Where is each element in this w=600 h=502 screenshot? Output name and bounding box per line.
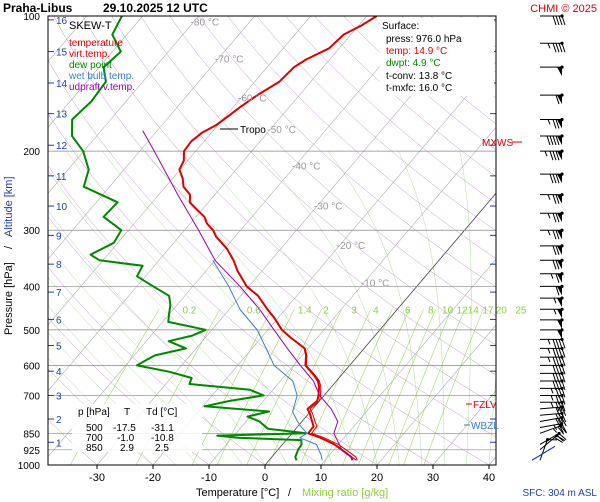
surface-dwpt: dwpt: 4.9 °C xyxy=(386,58,441,69)
wind-barb-tip xyxy=(560,150,563,153)
mixing-ratio-label: 4 xyxy=(373,305,379,316)
altitude-tick-label: 8 xyxy=(56,260,62,271)
mixing-ratio-label: 8 xyxy=(428,305,434,316)
wind-barb-tip xyxy=(560,66,563,69)
wind-barb-tip xyxy=(560,259,563,262)
pressure-tick-label: 300 xyxy=(23,226,40,237)
isotherm-label: -40 °C xyxy=(292,162,320,173)
mixing-ratio-label: 25 xyxy=(515,305,527,316)
altitude-tick-label: 10 xyxy=(56,202,68,213)
legend-title: SKEW-T xyxy=(69,20,112,32)
wind-barb-tip xyxy=(560,212,563,215)
isotherm-label: -50 °C xyxy=(267,125,295,136)
wind-barb-tip xyxy=(560,318,563,321)
altitude-tick-label: 4 xyxy=(56,367,62,378)
altitude-tick-label: 11 xyxy=(56,172,67,183)
surface-height: SFC: 304 m ASL xyxy=(523,488,598,499)
legend-wet-bulb: wet bulb temp. xyxy=(68,71,134,82)
pressure-tick-label: 700 xyxy=(23,391,40,402)
mixing-ratio-label: 2 xyxy=(323,305,329,316)
level-table: p [hPa] T Td [°C] 500 -17.5 -31.1 700 -1… xyxy=(72,404,202,452)
mixing-ratio-label: 20 xyxy=(496,305,508,316)
altitude-tick-label: 7 xyxy=(56,288,62,299)
legend-updraft: udpraft v.temp. xyxy=(69,82,135,93)
datetime: 29.10.2025 12 UTC xyxy=(103,1,208,15)
mixing-ratio-label: 0.2 xyxy=(182,305,196,316)
mixing-ratio-label: 12 xyxy=(457,305,469,316)
table-header-p: p [hPa] xyxy=(78,407,110,418)
title-bar: Praha-Libus 29.10.2025 12 UTC CHMI © 202… xyxy=(0,0,600,16)
altitude-tick-label: 1 xyxy=(56,438,62,449)
table-row-3-t: 2.9 xyxy=(120,443,134,452)
copyright: CHMI © 2025 xyxy=(530,3,597,15)
surface-box: Surface: press: 976.0 hPa temp: 14.9 °C … xyxy=(380,18,494,96)
altitude-tick-label: 2 xyxy=(56,415,62,426)
pressure-tick-label: 500 xyxy=(23,326,40,337)
table-header-td: Td [°C] xyxy=(146,407,177,418)
wind-barb-tip xyxy=(560,193,563,196)
mixing-ratio-label: 3 xyxy=(351,305,357,316)
table-row-3-p: 850 xyxy=(86,443,103,452)
bottom-labels: Temperature [°C] / Mixing ratio [g/kg] S… xyxy=(0,482,600,502)
surface-tconv: t-conv: 13.8 °C xyxy=(386,71,452,82)
pressure-tick-label: 925 xyxy=(23,446,40,457)
legend-temperature: temperature xyxy=(69,38,123,49)
y-axis-title: Pressure [hPa] / Altitude [km] xyxy=(0,120,16,370)
mixing-ratio-label: 17 xyxy=(482,305,494,316)
wind-barb-tip xyxy=(560,42,563,45)
pressure-tick-label: 850 xyxy=(23,429,40,440)
wind-barb-tip xyxy=(557,432,560,435)
mixing-ratio-label: 14 xyxy=(468,305,480,316)
isotherm-label: -60 °C xyxy=(238,94,266,105)
wind-barb-tip xyxy=(560,173,563,176)
mixing-ratio-label: 6 xyxy=(405,305,411,316)
wind-barb-tip xyxy=(560,118,563,121)
altitude-tick-label: 5 xyxy=(56,342,62,353)
wind-barb-tip xyxy=(560,308,563,311)
isotherm-label: -10 °C xyxy=(361,278,389,289)
surface-temp: temp: 14.9 °C xyxy=(386,46,447,57)
altitude-tick-label: 12 xyxy=(56,141,68,152)
wind-barb-tip xyxy=(560,297,563,300)
altitude-tick-label: 13 xyxy=(56,110,68,121)
surface-title: Surface: xyxy=(382,21,419,32)
wind-barb-tip xyxy=(560,229,563,232)
wind-barb-tip xyxy=(560,285,563,288)
wind-barb-tip xyxy=(560,93,563,96)
pressure-tick-label: 600 xyxy=(23,361,40,372)
x-axis-separator: / xyxy=(288,487,292,499)
surface-press: press: 976.0 hPa xyxy=(386,34,462,45)
station-name: Praha-Libus xyxy=(3,1,73,15)
isotherm-label: -20 °C xyxy=(337,241,365,252)
y-axis-pressure-label: Pressure [hPa] xyxy=(3,262,15,335)
pressure-tick-label: 200 xyxy=(23,147,40,158)
legend-virt-temp: virt.temp. xyxy=(69,49,110,60)
legend-dew-point: dew point xyxy=(69,60,112,71)
mixing-ratio-label: 1.4 xyxy=(298,305,312,316)
mixing-ratio-axis-label: Mixing ratio [g/kg] xyxy=(302,487,388,499)
wind-barb-tip xyxy=(560,134,563,137)
pressure-tick-label: 400 xyxy=(23,282,40,293)
isotherm-label: -30 °C xyxy=(314,202,342,213)
altitude-tick-label: 6 xyxy=(56,315,62,326)
mixing-ratio-label: 0.6 xyxy=(247,305,261,316)
pressure-tick-label: 1000 xyxy=(18,461,41,472)
legend: SKEW-T temperature virt.temp. dew point … xyxy=(66,18,226,93)
altitude-tick-label: 3 xyxy=(56,391,62,402)
mixing-ratio-label: 10 xyxy=(442,305,454,316)
y-axis-altitude-label: Altitude [km] xyxy=(3,176,15,237)
surface-tmxfc: t-mxfc: 16.0 °C xyxy=(386,83,452,94)
wind-barb-tip xyxy=(560,272,563,275)
x-axis-label: Temperature [°C] xyxy=(196,487,279,499)
table-row-3-td: 2.5 xyxy=(155,443,169,452)
altitude-tick-label: 9 xyxy=(56,231,62,242)
surface-text: Surface: press: 976.0 hPa temp: 14.9 °C … xyxy=(380,18,494,96)
wind-barb-tip xyxy=(560,244,563,247)
table-header-t: T xyxy=(124,407,130,418)
y-axis-separator: / xyxy=(3,245,15,249)
